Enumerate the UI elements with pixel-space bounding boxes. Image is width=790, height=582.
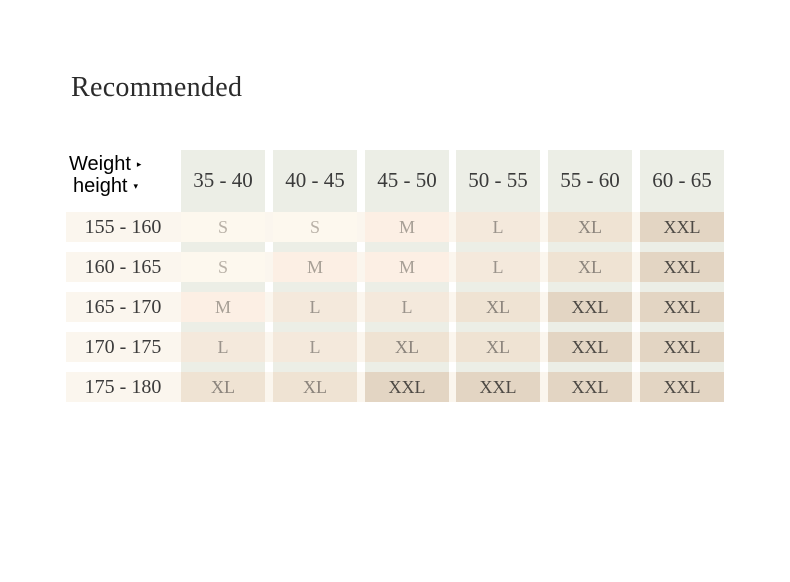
size-cell: XL — [273, 372, 357, 402]
size-cell: L — [273, 292, 357, 322]
weight-range-header: 60 - 65 — [640, 150, 724, 210]
size-cell: L — [273, 332, 357, 362]
height-header: height ▾ — [73, 175, 138, 198]
size-cell: XL — [456, 332, 540, 362]
size-cell: XXL — [640, 332, 724, 362]
weight-range-header: 55 - 60 — [548, 150, 632, 210]
weight-range-header: 50 - 55 — [456, 150, 540, 210]
size-cell: S — [181, 212, 265, 242]
size-cell: M — [365, 252, 449, 282]
caret-right-icon: ▸ — [136, 159, 142, 170]
size-cell: XXL — [548, 292, 632, 322]
size-cell: XL — [456, 292, 540, 322]
size-cell: L — [181, 332, 265, 362]
size-cell: XXL — [640, 372, 724, 402]
size-cell: XXL — [640, 292, 724, 322]
caret-down-icon: ▾ — [133, 181, 139, 192]
height-range-label: 170 - 175 — [84, 335, 162, 358]
size-cell: XXL — [640, 212, 724, 242]
size-cell: XXL — [548, 372, 632, 402]
size-cell: XL — [548, 252, 632, 282]
size-cell: XXL — [548, 332, 632, 362]
height-range-label: 165 - 170 — [84, 295, 162, 318]
size-cell: L — [365, 292, 449, 322]
size-cell: XL — [548, 212, 632, 242]
page-title: Recommended — [71, 72, 243, 103]
size-cell: S — [181, 252, 265, 282]
weight-range-header: 35 - 40 — [181, 150, 265, 210]
size-cell: M — [181, 292, 265, 322]
weight-range-header: 40 - 45 — [273, 150, 357, 210]
height-header-label: height — [73, 175, 128, 197]
height-range-label: 175 - 180 — [84, 375, 162, 398]
weight-header-label: Weight — [69, 153, 131, 175]
size-cell: XL — [181, 372, 265, 402]
height-range-label: 155 - 160 — [84, 215, 162, 238]
size-cell: XL — [365, 332, 449, 362]
size-cell: XXL — [365, 372, 449, 402]
size-cell: M — [273, 252, 357, 282]
weight-range-header: 45 - 50 — [365, 150, 449, 210]
weight-header: Weight ▸ — [69, 153, 141, 176]
height-range-label: 160 - 165 — [84, 255, 162, 278]
size-cell: L — [456, 252, 540, 282]
size-cell: XXL — [640, 252, 724, 282]
size-cell: L — [456, 212, 540, 242]
size-cell: XXL — [456, 372, 540, 402]
size-cell: M — [365, 212, 449, 242]
size-cell: S — [273, 212, 357, 242]
